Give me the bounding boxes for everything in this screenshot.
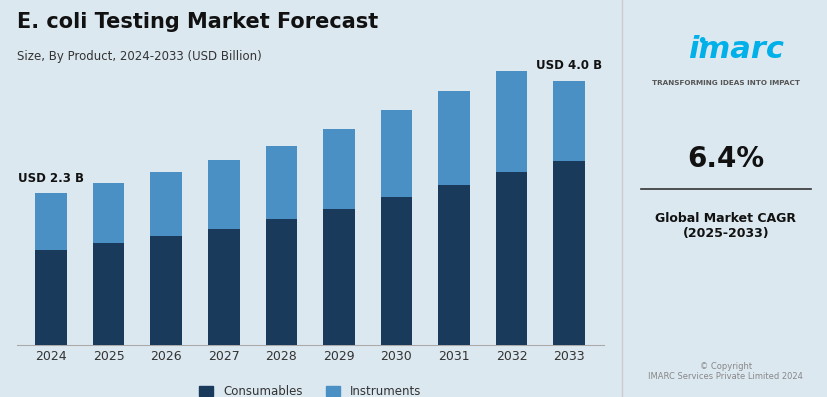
Bar bbox=[380, 197, 413, 345]
Text: Global Market CAGR
(2025-2033): Global Market CAGR (2025-2033) bbox=[655, 212, 796, 240]
Text: Size, By Product, 2024-2033 (USD Billion): Size, By Product, 2024-2033 (USD Billion… bbox=[17, 50, 261, 63]
Bar bbox=[208, 160, 240, 229]
Bar bbox=[438, 91, 470, 185]
Bar bbox=[380, 110, 413, 197]
Bar bbox=[438, 185, 470, 345]
Bar bbox=[208, 229, 240, 345]
Text: USD 4.0 B: USD 4.0 B bbox=[536, 59, 602, 72]
Bar bbox=[93, 183, 125, 243]
Text: •: • bbox=[696, 32, 707, 51]
Bar bbox=[265, 220, 297, 345]
Bar bbox=[553, 162, 585, 345]
Legend: Consumables, Instruments: Consumables, Instruments bbox=[194, 381, 426, 397]
Bar bbox=[151, 236, 182, 345]
Bar bbox=[265, 146, 297, 220]
Text: 6.4%: 6.4% bbox=[687, 145, 764, 173]
Text: USD 2.3 B: USD 2.3 B bbox=[18, 172, 84, 185]
Text: E. coli Testing Market Forecast: E. coli Testing Market Forecast bbox=[17, 12, 378, 32]
Bar bbox=[93, 243, 125, 345]
Bar bbox=[495, 172, 528, 345]
Text: TRANSFORMING IDEAS INTO IMPACT: TRANSFORMING IDEAS INTO IMPACT bbox=[652, 80, 800, 87]
Text: © Copyright
IMARC Services Private Limited 2024: © Copyright IMARC Services Private Limit… bbox=[648, 362, 803, 381]
Bar bbox=[323, 209, 355, 345]
Bar bbox=[36, 250, 67, 345]
Bar bbox=[323, 129, 355, 209]
Text: imarc: imarc bbox=[688, 35, 784, 64]
Bar bbox=[151, 172, 182, 236]
Bar bbox=[36, 193, 67, 250]
Bar bbox=[495, 71, 528, 172]
Bar bbox=[553, 81, 585, 162]
